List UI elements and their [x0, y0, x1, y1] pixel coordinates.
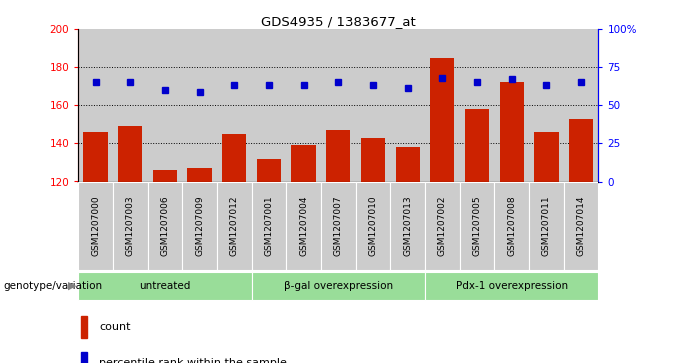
FancyBboxPatch shape [217, 182, 252, 270]
Text: GSM1207003: GSM1207003 [126, 196, 135, 256]
Text: genotype/variation: genotype/variation [3, 281, 103, 291]
Text: GSM1207001: GSM1207001 [265, 196, 273, 256]
FancyBboxPatch shape [494, 182, 529, 270]
Bar [326, 130, 350, 182]
Bar [425, 29, 460, 182]
Text: β-gal overexpression: β-gal overexpression [284, 281, 393, 291]
Bar [356, 29, 390, 182]
Text: GSM1207006: GSM1207006 [160, 196, 169, 256]
Text: GSM1207013: GSM1207013 [403, 196, 412, 256]
Bar [217, 29, 252, 182]
Bar [113, 29, 148, 182]
Bar [460, 29, 494, 182]
Text: GSM1207002: GSM1207002 [438, 196, 447, 256]
FancyBboxPatch shape [529, 182, 564, 270]
FancyBboxPatch shape [182, 182, 217, 270]
Text: Pdx-1 overexpression: Pdx-1 overexpression [456, 281, 568, 291]
FancyBboxPatch shape [390, 182, 425, 270]
Bar [286, 29, 321, 182]
Bar [153, 170, 177, 182]
Bar [148, 29, 182, 182]
Text: GSM1207007: GSM1207007 [334, 196, 343, 256]
Text: ▶: ▶ [68, 281, 76, 291]
Bar [500, 82, 524, 182]
Bar [465, 109, 489, 182]
Bar [494, 29, 529, 182]
Bar [81, 316, 86, 338]
Bar [361, 138, 385, 182]
Text: GSM1207014: GSM1207014 [577, 196, 585, 256]
Bar [396, 147, 420, 182]
Bar [390, 29, 425, 182]
Text: GSM1207008: GSM1207008 [507, 196, 516, 256]
Bar [257, 159, 281, 182]
Text: untreated: untreated [139, 281, 190, 291]
Bar [564, 29, 598, 182]
FancyBboxPatch shape [564, 182, 598, 270]
Bar [84, 132, 107, 182]
FancyBboxPatch shape [460, 182, 494, 270]
FancyBboxPatch shape [321, 182, 356, 270]
Text: GSM1207010: GSM1207010 [369, 196, 377, 256]
Bar [569, 119, 593, 182]
Title: GDS4935 / 1383677_at: GDS4935 / 1383677_at [261, 15, 415, 28]
Bar [78, 29, 113, 182]
Bar [81, 352, 86, 363]
Bar [430, 58, 454, 182]
Bar [118, 126, 142, 182]
Bar [534, 132, 558, 182]
FancyBboxPatch shape [425, 182, 460, 270]
Bar [292, 145, 316, 182]
Bar [252, 29, 286, 182]
Bar [529, 29, 564, 182]
FancyBboxPatch shape [148, 182, 182, 270]
Text: GSM1207011: GSM1207011 [542, 196, 551, 256]
Text: GSM1207012: GSM1207012 [230, 196, 239, 256]
Bar [182, 29, 217, 182]
FancyBboxPatch shape [252, 182, 286, 270]
FancyBboxPatch shape [78, 182, 113, 270]
FancyBboxPatch shape [113, 182, 148, 270]
Bar [188, 168, 211, 182]
FancyBboxPatch shape [356, 182, 390, 270]
FancyBboxPatch shape [286, 182, 321, 270]
FancyBboxPatch shape [252, 272, 425, 300]
Text: GSM1207000: GSM1207000 [91, 196, 100, 256]
FancyBboxPatch shape [425, 272, 598, 300]
Bar [321, 29, 356, 182]
Text: count: count [99, 322, 131, 332]
Bar [222, 134, 246, 182]
Text: GSM1207004: GSM1207004 [299, 196, 308, 256]
Text: percentile rank within the sample: percentile rank within the sample [99, 358, 287, 363]
FancyBboxPatch shape [78, 272, 252, 300]
Text: GSM1207005: GSM1207005 [473, 196, 481, 256]
Text: GSM1207009: GSM1207009 [195, 196, 204, 256]
